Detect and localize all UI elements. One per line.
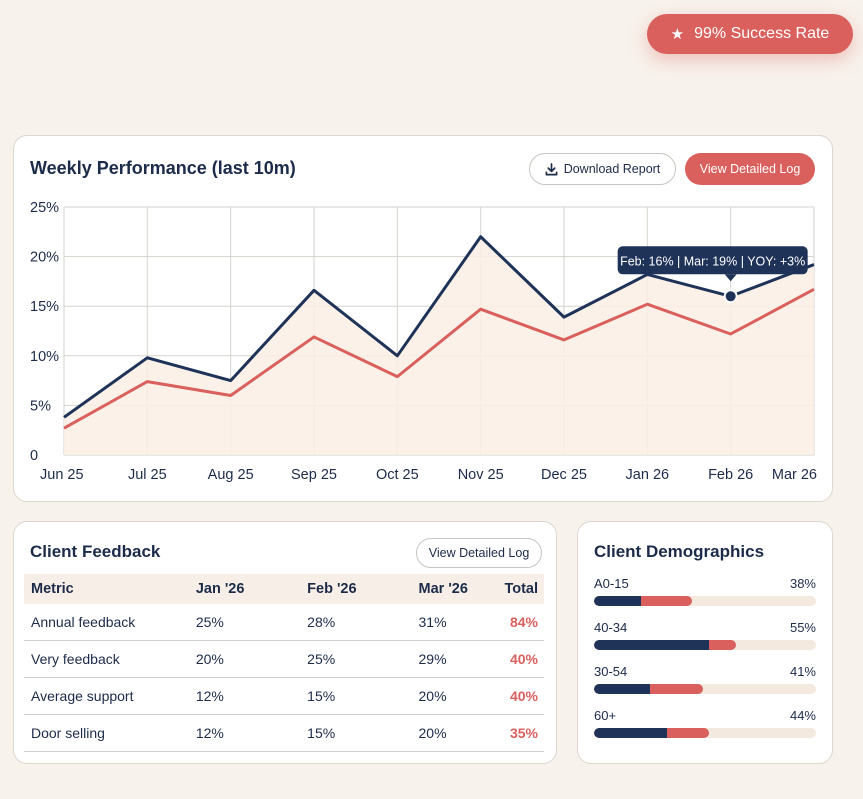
total-cell: 40% (497, 677, 544, 715)
demographic-bar (594, 728, 816, 738)
series-line-secondary (63, 288, 815, 430)
demographic-label: 60+ (594, 708, 617, 723)
table-header-row: Metric Jan '26 Feb '26 Mar '26 Total (24, 574, 544, 604)
x-tick-label: Oct 25 (376, 467, 419, 483)
total-cell: 40% (497, 640, 544, 678)
x-tick-label: Jun 25 (40, 467, 84, 483)
column-header: Total (497, 574, 544, 604)
demographic-label: 30-54 (594, 664, 628, 679)
value-cell: 12% (188, 714, 301, 752)
star-icon: ★ (670, 26, 685, 43)
x-tick-label: Mar 26 (772, 467, 817, 483)
x-tick-label: Sep 25 (291, 467, 337, 483)
total-cell: 35% (497, 714, 544, 752)
demographic-percent: 55% (789, 620, 816, 635)
demographic-label: A0-15 (594, 576, 629, 591)
metric-cell: Average support (24, 677, 189, 715)
value-cell: 28% (300, 604, 412, 641)
value-cell: 25% (188, 604, 301, 641)
column-header: Metric (24, 574, 189, 604)
column-header: Mar '26 (411, 574, 498, 604)
value-cell: 20% (411, 677, 498, 715)
x-tick-label: Jul 25 (128, 467, 167, 483)
performance-title: Weekly Performance (last 10m) (30, 158, 296, 178)
x-tick-label: Dec 25 (541, 467, 587, 483)
demographic-percent: 38% (789, 576, 816, 591)
feedback-detailed-log-label: View Detailed Log (428, 546, 530, 560)
series-area-fill (64, 236, 814, 455)
download-report-button[interactable]: Download Report (529, 153, 676, 185)
view-detailed-log-button[interactable]: View Detailed Log (685, 153, 815, 185)
feedback-table: Metric Jan '26 Feb '26 Mar '26 Total Ann… (24, 574, 544, 752)
table-row: Door selling 12% 15% 20% 35% (24, 714, 544, 752)
table-row: Average support 12% 15% 20% 40% (24, 677, 544, 715)
total-cell: 84% (497, 604, 544, 641)
value-cell: 31% (411, 604, 498, 641)
success-rate-badge: ★ 99% Success Rate (647, 14, 853, 54)
value-cell: 15% (300, 714, 412, 752)
client-demographics-card: Client Demographics A0-15 38% 40-34 55% … (577, 521, 833, 764)
y-tick-label: 10% (30, 349, 59, 365)
y-tick-label: 25% (30, 200, 59, 216)
feedback-title: Client Feedback (30, 542, 161, 561)
value-cell: 29% (411, 640, 498, 678)
demographic-percent: 41% (789, 664, 816, 679)
demographic-bar (594, 684, 816, 694)
y-tick-label: 20% (30, 250, 59, 266)
download-icon (545, 162, 558, 175)
demographic-bar-segment (594, 640, 710, 650)
success-rate-label: 99% Success Rate (694, 25, 830, 42)
demographic-bar-segment (594, 684, 650, 694)
download-report-label: Download Report (563, 162, 661, 176)
demographic-bar-segment (594, 728, 668, 738)
series-line-primary (63, 235, 815, 419)
demographic-bar-fill (594, 596, 692, 606)
x-tick-label: Aug 25 (208, 467, 254, 483)
demographics-title: Client Demographics (594, 542, 765, 561)
value-cell: 20% (411, 714, 498, 752)
client-feedback-card: Client Feedback View Detailed Log Metric… (13, 521, 557, 764)
table-row: Very feedback 20% 25% 29% 40% (24, 640, 544, 678)
view-detailed-log-label: View Detailed Log (699, 162, 801, 176)
x-tick-label: Jan 26 (626, 467, 670, 483)
metric-cell: Door selling (24, 714, 189, 752)
demographic-label: 40-34 (594, 620, 628, 635)
metric-cell: Annual feedback (24, 604, 189, 641)
demographic-bar (594, 596, 816, 606)
x-tick-label: Nov 25 (458, 467, 504, 483)
feedback-detailed-log-button[interactable]: View Detailed Log (416, 538, 542, 568)
demographic-percent: 44% (789, 708, 816, 723)
tooltip-text: Feb: 16% | Mar: 19% | YOY: +3% (620, 254, 805, 268)
value-cell: 25% (300, 640, 412, 678)
tooltip-box (617, 246, 808, 275)
y-tick-label: 0 (30, 448, 38, 464)
column-header: Feb '26 (300, 574, 412, 604)
demographic-bar-segment (594, 596, 641, 606)
value-cell: 20% (188, 640, 301, 678)
table-row: Annual feedback 25% 28% 31% 84% (24, 604, 544, 641)
x-tick-label: Feb 26 (708, 467, 753, 483)
value-cell: 12% (188, 677, 301, 715)
demographic-bar (594, 640, 816, 650)
y-tick-label: 5% (30, 398, 51, 414)
highlight-point (723, 289, 738, 304)
metric-cell: Very feedback (24, 640, 189, 678)
column-header: Jan '26 (188, 574, 301, 604)
performance-chart: 0 5% 10% 15% 20% 25% Jun 25 Jul 25 Aug 25 Sep 25 O… (30, 200, 817, 483)
weekly-performance-card: Weekly Performance (last 10m) Download R… (13, 135, 833, 502)
tooltip-pointer (724, 274, 737, 282)
value-cell: 15% (300, 677, 412, 715)
y-tick-label: 15% (30, 299, 59, 315)
